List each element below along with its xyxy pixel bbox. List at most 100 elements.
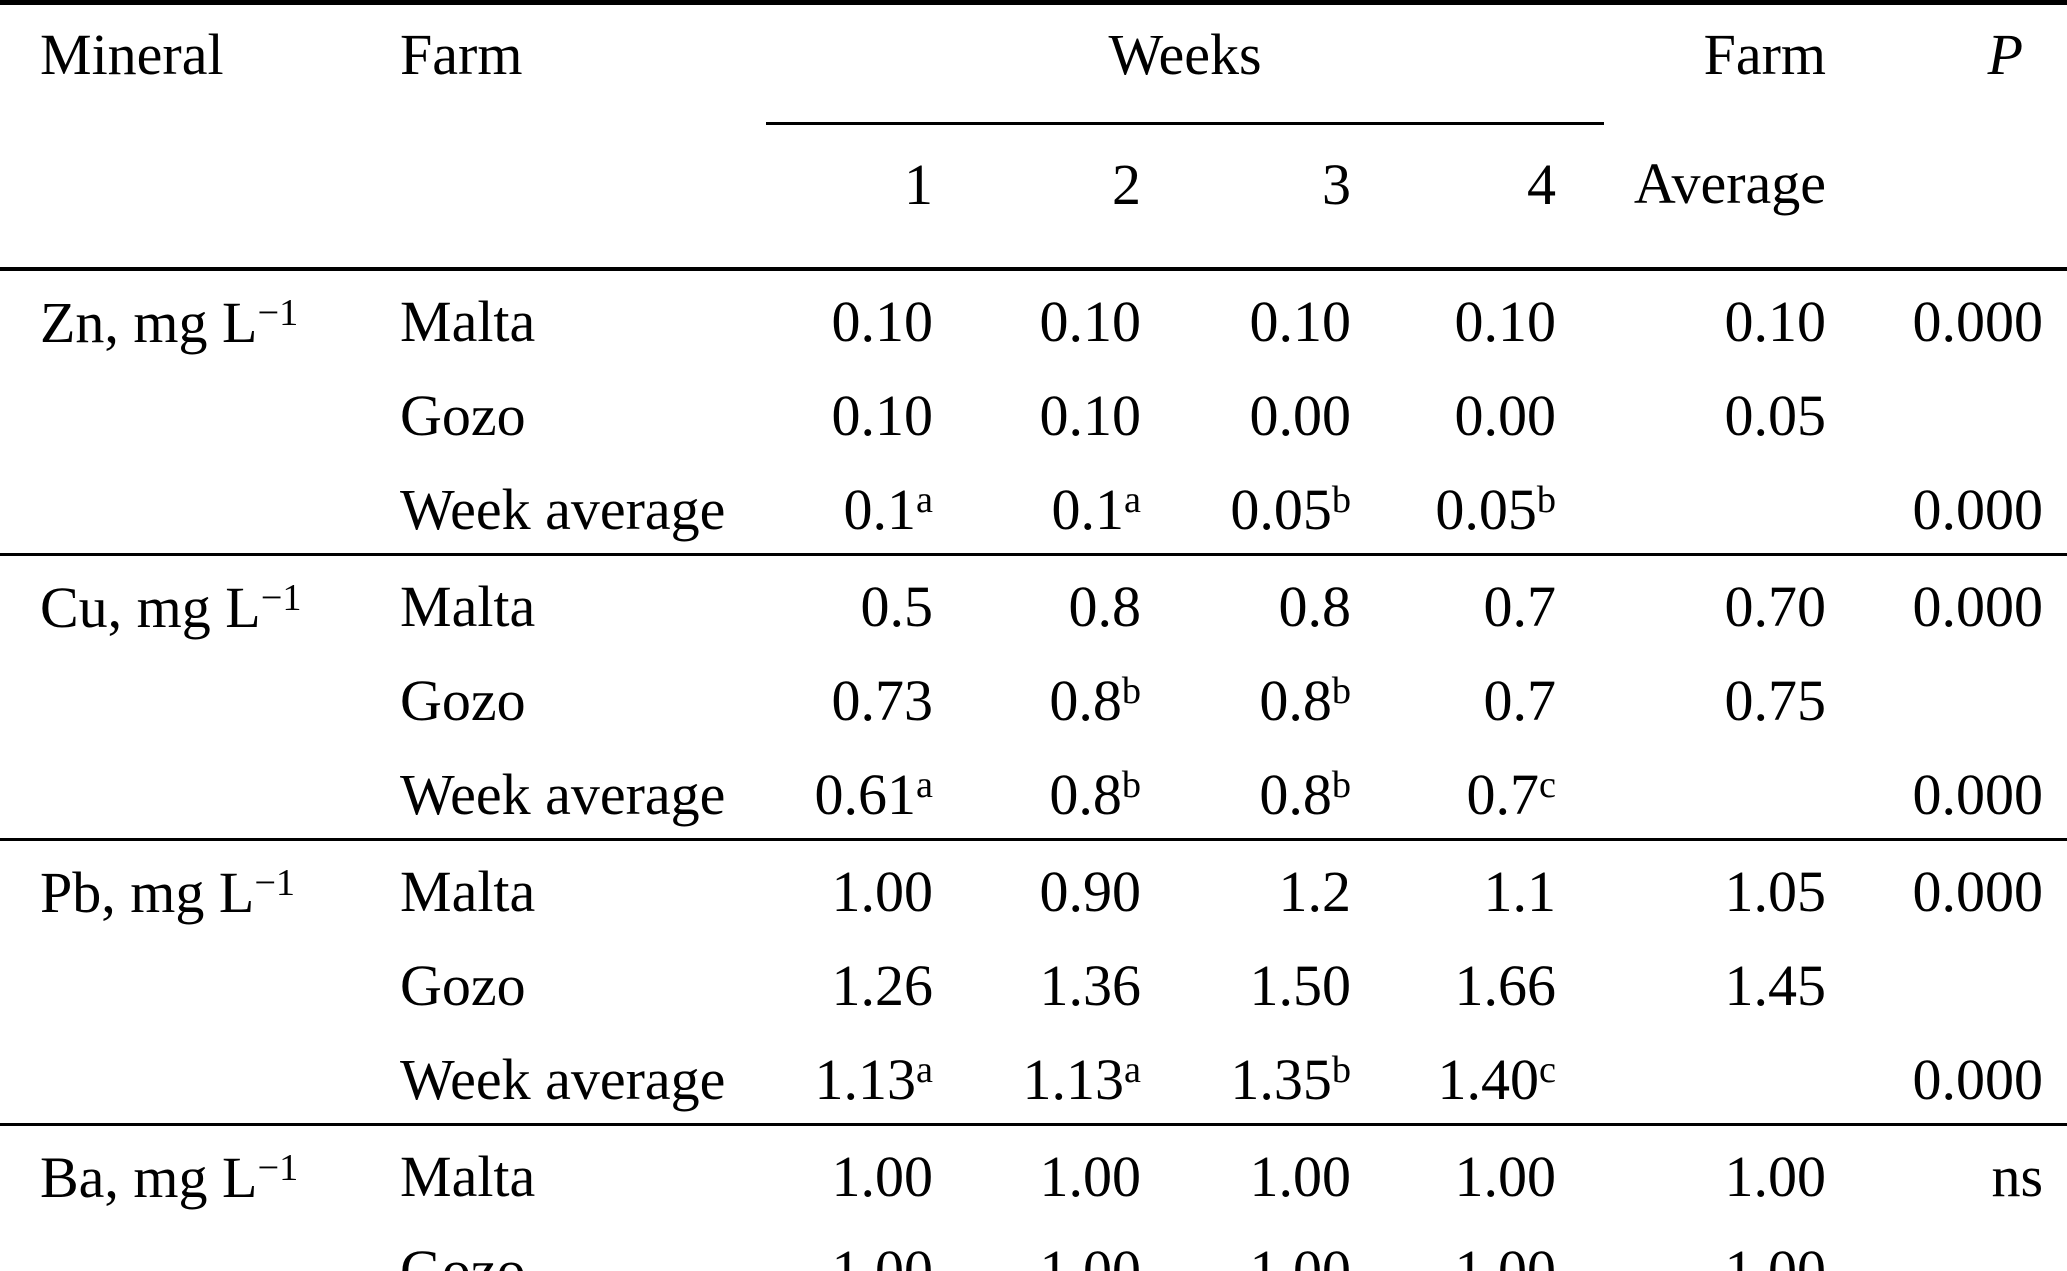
mineral-label: Ba, mg L−1 — [0, 1123, 366, 1271]
col-header-week-4: 4 — [1359, 123, 1605, 271]
cell-p-value: ns — [1840, 1123, 2067, 1220]
col-header-farm: Farm — [400, 22, 523, 87]
col-header-week-2: 2 — [945, 123, 1150, 271]
cell-week-3: 1.50 — [1249, 952, 1352, 1018]
header-row-1: Mineral Farm Weeks Farm P — [0, 2, 2067, 125]
farm-label: Week average — [400, 761, 726, 827]
cell-week-1: 0.61a — [814, 761, 933, 827]
table-header: Mineral Farm Weeks Farm P 1 2 3 4 Averag… — [0, 2, 2067, 271]
col-header-farm-average-line2: Average — [1604, 123, 1841, 271]
cell-week-3: 0.8b — [1259, 761, 1351, 827]
farm-label: Gozo — [400, 667, 526, 733]
cell-week-4: 1.66 — [1454, 952, 1557, 1018]
cell-p-value — [1840, 650, 2067, 744]
cell-week-1: 0.73 — [831, 667, 934, 733]
cell-farm-average: 1.00 — [1724, 1237, 1827, 1271]
cell-farm-average — [1604, 1029, 1840, 1125]
header-spacer-p — [1840, 123, 2067, 271]
cell-week-3: 0.10 — [1249, 288, 1352, 354]
cell-week-4: 0.00 — [1454, 382, 1557, 448]
col-header-week-1: 1 — [766, 123, 945, 271]
cell-farm-average: 0.70 — [1604, 553, 1841, 650]
cell-p-value: 0.000 — [1912, 288, 2044, 354]
cell-week-2: 1.00 — [945, 1123, 1150, 1220]
cell-week-2: 0.1a — [1051, 476, 1141, 542]
cell-week-2: 0.90 — [945, 838, 1150, 935]
table-row: Ba, mg L−1 Malta 1.00 1.00 1.00 1.00 1.0… — [0, 1123, 2067, 1271]
cell-p-value — [1840, 365, 2067, 459]
cell-week-3: 0.05b — [1230, 476, 1351, 542]
col-header-p: P — [1987, 22, 2024, 87]
cell-week-2: 0.10 — [1039, 382, 1142, 448]
cell-p-value: 0.000 — [1912, 476, 2044, 542]
table-body: Zn, mg L−1 Malta 0.10 0.10 0.10 0.10 0.1… — [0, 269, 2067, 1271]
cell-week-3: 0.8b — [1259, 667, 1351, 733]
cell-week-2: 0.8 — [945, 553, 1150, 650]
cell-farm-average: 1.05 — [1604, 838, 1841, 935]
table-row: Zn, mg L−1 Malta 0.10 0.10 0.10 0.10 0.1… — [0, 269, 2067, 365]
table-row: Gozo 1.00 1.00 1.00 1.00 1.00 — [0, 1220, 2067, 1271]
table-row: Cu, mg L−1 Malta 0.5 0.8 0.8 0.7 0.70 0.… — [0, 553, 2067, 840]
cell-week-1: 0.5 — [766, 553, 945, 650]
farm-label: Malta — [366, 1123, 766, 1220]
cell-week-2: 0.10 — [1039, 288, 1142, 354]
cell-week-1: 0.10 — [831, 288, 934, 354]
header-row-2: 1 2 3 4 Average — [0, 123, 2067, 271]
farm-label: Week average — [400, 1046, 726, 1112]
table-row: Gozo 0.10 0.10 0.00 0.00 0.05 — [0, 365, 2067, 459]
farm-label: Gozo — [400, 382, 526, 448]
table-row: Week average 0.61a 0.8b 0.8b 0.7c 0.000 — [0, 744, 2067, 840]
cell-week-4: 0.7c — [1466, 761, 1557, 827]
col-header-weeks: Weeks — [766, 2, 1605, 125]
cell-week-3: 1.2 — [1150, 838, 1359, 935]
cell-week-1: 1.26 — [831, 952, 934, 1018]
table-row: Week average 1.13a 1.13a 1.35b 1.40c 0.0… — [0, 1029, 2067, 1125]
cell-week-4: 1.00 — [1454, 1237, 1557, 1271]
cell-week-1: 1.13a — [814, 1046, 933, 1112]
table-row: Gozo 1.26 1.36 1.50 1.66 1.45 — [0, 935, 2067, 1029]
farm-label: Malta — [366, 838, 766, 935]
table-row: Week average 0.1a 0.1a 0.05b 0.05b 0.000 — [0, 459, 2067, 555]
cell-week-4: 0.7 — [1359, 553, 1605, 650]
cell-p-value — [1840, 935, 2067, 1029]
farm-label: Malta — [366, 553, 766, 650]
cell-week-2: 1.36 — [1039, 952, 1142, 1018]
farm-label: Gozo — [400, 1237, 526, 1271]
cell-p-value — [1840, 1220, 2067, 1271]
cell-farm-average — [1604, 459, 1840, 555]
cell-week-3: 1.00 — [1249, 1237, 1352, 1271]
cell-farm-average: 0.10 — [1724, 288, 1827, 354]
cell-p-value: 0.000 — [1912, 1046, 2044, 1112]
cell-farm-average: 0.05 — [1724, 382, 1827, 448]
cell-week-4: 0.05b — [1435, 476, 1557, 542]
mineral-label: Cu, mg L−1 — [0, 553, 366, 840]
table-row: Gozo 0.73 0.8b 0.8b 0.7 0.75 — [0, 650, 2067, 744]
cell-week-3: 1.00 — [1150, 1123, 1359, 1220]
cell-week-1: 1.00 — [766, 1123, 945, 1220]
cell-farm-average: 1.45 — [1724, 952, 1827, 1018]
col-header-week-3: 3 — [1150, 123, 1359, 271]
mineral-label: Zn, mg L−1 — [40, 290, 299, 355]
cell-week-2: 0.8b — [1049, 761, 1141, 827]
header-spacer-farm — [366, 123, 766, 271]
cell-week-1: 0.10 — [831, 382, 934, 448]
cell-week-4: 1.00 — [1359, 1123, 1605, 1220]
cell-p-value: 0.000 — [1840, 838, 2067, 935]
cell-week-3: 1.35b — [1230, 1046, 1351, 1112]
cell-farm-average — [1604, 744, 1840, 840]
cell-week-1: 1.00 — [766, 838, 945, 935]
farm-label: Week average — [400, 476, 726, 542]
cell-week-1: 1.00 — [831, 1237, 934, 1271]
col-header-farm-average-line1: Farm — [1703, 22, 1827, 87]
cell-week-4: 1.1 — [1359, 838, 1605, 935]
col-header-mineral: Mineral — [40, 22, 224, 87]
table-row: Pb, mg L−1 Malta 1.00 0.90 1.2 1.1 1.05 … — [0, 838, 2067, 1125]
farm-label: Malta — [400, 288, 536, 354]
cell-farm-average: 0.75 — [1724, 667, 1827, 733]
cell-week-4: 1.40c — [1437, 1046, 1557, 1112]
cell-week-1: 0.1a — [843, 476, 933, 542]
header-spacer-mineral — [0, 123, 366, 271]
cell-p-value: 0.000 — [1840, 553, 2067, 650]
cell-week-2: 1.00 — [1039, 1237, 1142, 1271]
